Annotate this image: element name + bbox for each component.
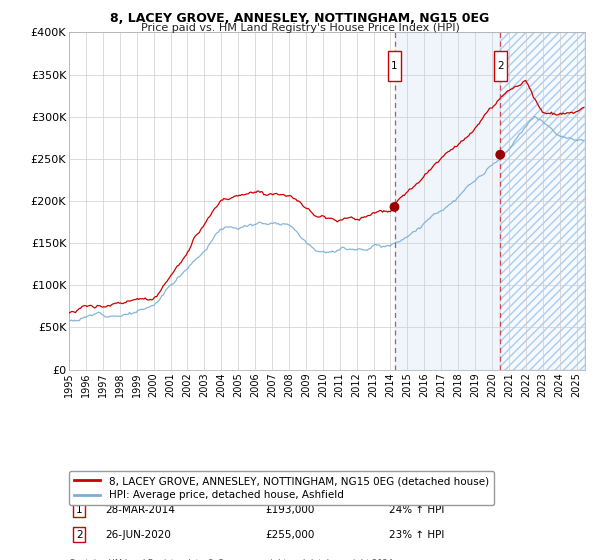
Text: 2: 2 (76, 530, 83, 540)
Text: £255,000: £255,000 (265, 530, 314, 540)
Text: Price paid vs. HM Land Registry's House Price Index (HPI): Price paid vs. HM Land Registry's House … (140, 23, 460, 33)
Text: 2: 2 (497, 61, 503, 71)
Text: 24% ↑ HPI: 24% ↑ HPI (389, 505, 444, 515)
Bar (500, 32, 585, 370)
FancyBboxPatch shape (494, 51, 506, 81)
Text: £193,000: £193,000 (265, 505, 314, 515)
Text: Contains HM Land Registry data © Crown copyright and database right 2024.: Contains HM Land Registry data © Crown c… (69, 559, 395, 560)
Text: 26-JUN-2020: 26-JUN-2020 (105, 530, 171, 540)
Point (496, 150, 505, 159)
Text: 23% ↑ HPI: 23% ↑ HPI (389, 530, 444, 540)
Bar (395, 32, 500, 370)
FancyBboxPatch shape (388, 51, 401, 81)
Point (390, 203, 400, 212)
Text: 1: 1 (391, 61, 398, 71)
Legend: 8, LACEY GROVE, ANNESLEY, NOTTINGHAM, NG15 0EG (detached house), HPI: Average pr: 8, LACEY GROVE, ANNESLEY, NOTTINGHAM, NG… (69, 471, 494, 506)
Text: 28-MAR-2014: 28-MAR-2014 (105, 505, 175, 515)
Text: 1: 1 (76, 505, 83, 515)
Text: 8, LACEY GROVE, ANNESLEY, NOTTINGHAM, NG15 0EG: 8, LACEY GROVE, ANNESLEY, NOTTINGHAM, NG… (110, 12, 490, 25)
Bar (500, 32, 585, 370)
